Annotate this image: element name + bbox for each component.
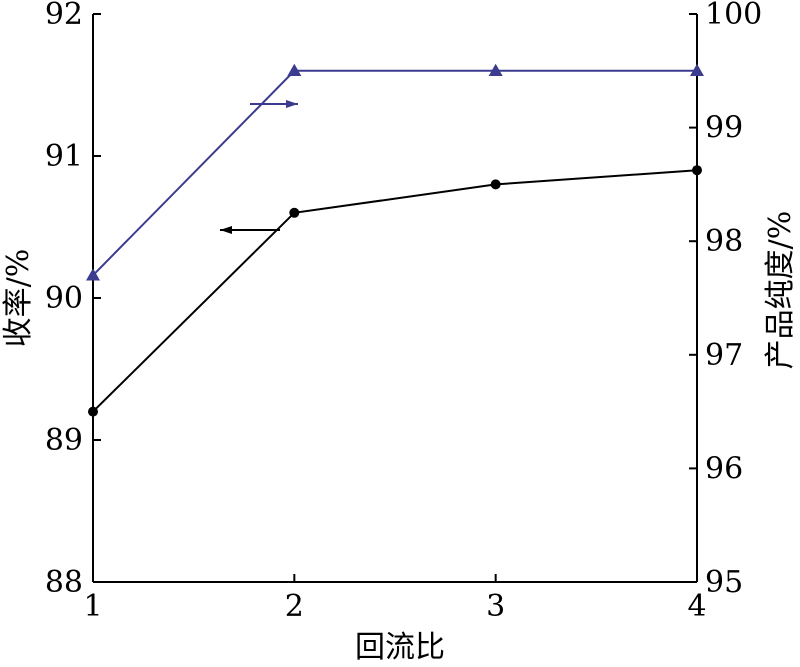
y-tick-label-right: 98 [705,224,743,259]
y-axis-label-left: 收率/% [1,249,36,348]
y-tick-label-left: 91 [45,139,83,174]
y-tick-label-right: 96 [705,451,743,486]
data-point-triangle [86,268,100,281]
series-line-1 [92,169,698,413]
annotations [220,100,298,234]
y-tick-label-right: 100 [705,0,762,32]
data-point-circle [490,179,501,190]
y-tick-label-right: 97 [705,338,743,373]
y-tick-label-left: 90 [45,281,83,316]
y-tick-label-right: 95 [705,565,743,600]
x-axis-label: 回流比 [355,630,445,665]
annotation-arrow-head [286,100,298,108]
x-tick-label: 4 [687,589,706,624]
x-tick-label: 3 [486,589,505,624]
data-point-circle [692,165,702,176]
x-tick-label: 2 [285,589,304,624]
y-tick-label-right: 99 [705,111,743,146]
data-point-triangle [488,63,503,77]
series-line-2 [92,69,697,276]
data-point-circle [289,207,300,218]
y-tick-label-left: 89 [45,423,83,458]
data-point-triangle [690,63,704,77]
series-layer [86,63,704,417]
y-axis-label-right: 产品纯度/% [763,211,798,370]
annotation-arrow-head [220,226,232,234]
axes: 1 2 3 4 88 89 90 91 92 95 96 97 98 99 100 [45,0,762,624]
x-tick-label: 1 [83,589,102,624]
data-point-triangle [287,63,302,77]
data-point-circle [88,406,98,417]
y-tick-label-left: 88 [45,565,83,600]
y-tick-label-left: 92 [45,0,83,32]
